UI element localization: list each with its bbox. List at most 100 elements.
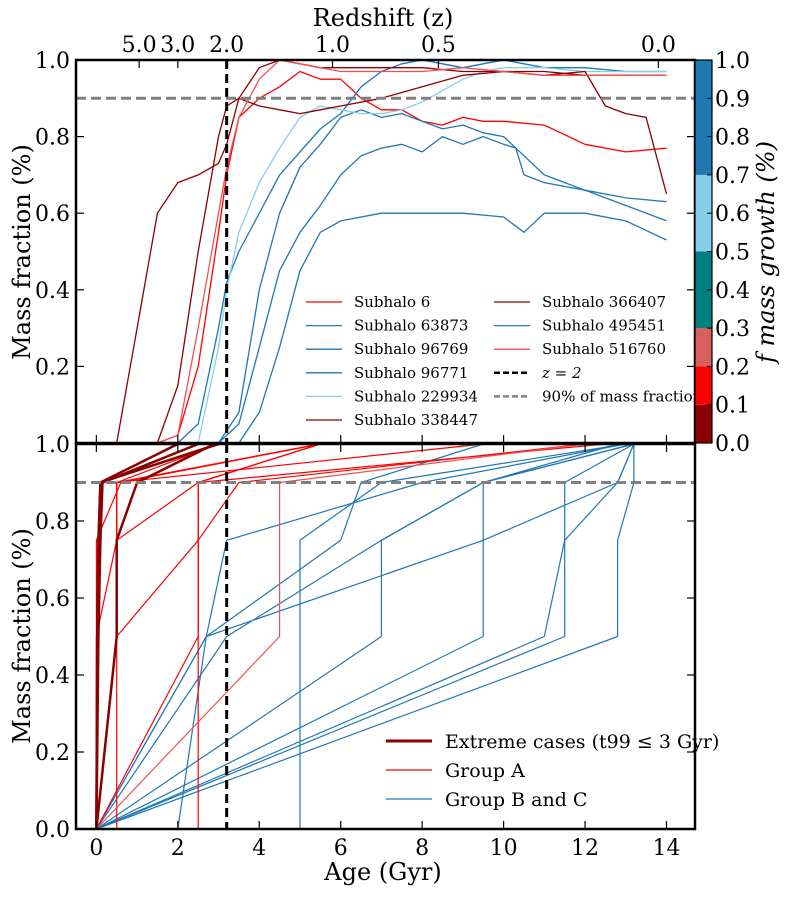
bottom-xlabel: Age (Gyr) bbox=[323, 858, 441, 886]
bottom-series-line-10 bbox=[95, 443, 606, 830]
redshift-tick-label: 5.0 bbox=[122, 33, 157, 58]
bottom-series-line-9 bbox=[116, 443, 321, 829]
redshift-tick-label: 0.0 bbox=[641, 33, 676, 58]
colorbar: 0.0 0.1 0.2 0.3 0.4 0.5 0.6 0.7 0.8 0.9 1.0 bbox=[694, 49, 750, 457]
colorbar-tick-label: 0.2 bbox=[715, 355, 750, 380]
top-legend-label: Subhalo 229934 bbox=[354, 387, 478, 405]
colorbar-band bbox=[695, 328, 712, 367]
bottom-xtick-label: 14 bbox=[652, 836, 680, 861]
top-legend-label: Subhalo 338447 bbox=[354, 411, 478, 429]
bottom-ytick-label: 1.0 bbox=[35, 433, 70, 458]
bottom-series-line-21 bbox=[299, 443, 626, 829]
redshift-tick-label: 1.0 bbox=[315, 33, 350, 58]
colorbar-tick-label: 0.7 bbox=[715, 164, 750, 189]
top-ytick-label: 1.0 bbox=[35, 49, 70, 74]
bottom-series-line-1 bbox=[95, 442, 216, 830]
colorbar-band bbox=[695, 60, 712, 175]
top-series-line-3 bbox=[217, 109, 667, 444]
bottom-series-line-19 bbox=[96, 443, 635, 830]
top-axis-title: Redshift (z) bbox=[313, 4, 454, 32]
bottom-series-line-22 bbox=[177, 443, 626, 830]
bottom-ytick-label: 0.8 bbox=[35, 510, 70, 535]
redshift-tick-label: 2.0 bbox=[209, 33, 244, 58]
colorbar-tick-label: 0.5 bbox=[715, 241, 750, 266]
top-series-line-2 bbox=[218, 135, 667, 444]
colorbar-band bbox=[695, 251, 712, 329]
bottom-ytick-label: 0.4 bbox=[35, 664, 70, 689]
bottom-ytick-label: 0.6 bbox=[35, 587, 70, 612]
colorbar-tick-label: 1.0 bbox=[715, 49, 750, 74]
bottom-xtick-label: 10 bbox=[490, 836, 518, 861]
top-legend-label: Subhalo 6 bbox=[354, 293, 430, 311]
bottom-legend-label: Group B and C bbox=[445, 789, 587, 811]
bottom-reference-lines bbox=[76, 444, 695, 829]
colorbar-tick-label: 0.1 bbox=[715, 394, 750, 419]
top-series-line-6 bbox=[116, 59, 668, 444]
bottom-xtick-label: 0 bbox=[89, 836, 103, 861]
top-series-line-5 bbox=[156, 70, 667, 444]
top-ytick-label: 0.4 bbox=[35, 279, 70, 304]
bottom-series-line-3 bbox=[95, 442, 179, 830]
bottom-panel: 0.00.20.40.60.81.00 2 4 6 8 10 12 14 Age (Gyr) … bbox=[8, 433, 719, 886]
top-ticks: 0.2 0.4 0.6 0.8 1.0 5.0 3.0 2.0 1.0 0.5 0.0 bbox=[35, 33, 695, 443]
top-panel-frame bbox=[74, 58, 697, 445]
top-legend-label: Subhalo 366407 bbox=[542, 293, 666, 311]
top-legend-label: Subhalo 495451 bbox=[542, 317, 666, 335]
top-legend-label: 90% of mass fraction bbox=[542, 387, 703, 405]
colorbar-tick-label: 0.9 bbox=[715, 87, 750, 112]
colorbar-band bbox=[695, 174, 712, 252]
bottom-legend: Extreme cases (t99 ≤ 3 Gyr) Group A Group … bbox=[386, 731, 719, 811]
redshift-tick-label: 3.0 bbox=[160, 33, 195, 58]
bottom-series-line-11 bbox=[197, 443, 586, 829]
bottom-series-line-20 bbox=[96, 444, 635, 830]
top-series-line-7 bbox=[238, 212, 667, 444]
top-ytick-label: 0.8 bbox=[35, 126, 70, 151]
top-ylabel: Mass fraction (%) bbox=[8, 144, 36, 360]
top-series-line-4 bbox=[197, 67, 667, 444]
bottom-ytick-label: 0.2 bbox=[35, 741, 70, 766]
bottom-xtick-label: 8 bbox=[415, 836, 429, 861]
top-ytick-label: 0.6 bbox=[35, 202, 70, 227]
top-legend-label: Subhalo 96771 bbox=[354, 364, 468, 382]
colorbar-band bbox=[695, 366, 712, 405]
top-legend: Subhalo 6 Subhalo 63873 Subhalo 96769 Subha… bbox=[306, 293, 703, 429]
bottom-series-line-12 bbox=[95, 443, 484, 830]
bottom-series-line-17 bbox=[96, 443, 635, 830]
bottom-xtick-label: 2 bbox=[171, 836, 185, 861]
top-series-line-8 bbox=[157, 59, 667, 444]
colorbar-tick-label: 0.3 bbox=[715, 317, 750, 342]
top-legend-label: Subhalo 516760 bbox=[542, 340, 666, 358]
redshift-tick-label: 0.5 bbox=[421, 33, 456, 58]
bottom-series-line-16 bbox=[96, 443, 635, 830]
bottom-legend-label: Extreme cases (t99 ≤ 3 Gyr) bbox=[445, 731, 719, 753]
bottom-ticks: 0.0 0.2 0.4 0.6 0.8 1.0 0 2 4 6 8 10 12 14 bbox=[35, 433, 695, 861]
bottom-xtick-label: 12 bbox=[571, 836, 599, 861]
bottom-xtick-label: 4 bbox=[252, 836, 266, 861]
bottom-legend-label: Group A bbox=[445, 760, 525, 782]
bottom-ytick-label: 0.0 bbox=[35, 818, 70, 843]
colorbar-label-text: f mass growth (%) bbox=[752, 141, 780, 365]
top-legend-label: Subhalo 63873 bbox=[354, 317, 468, 335]
bottom-series-line-7 bbox=[95, 443, 219, 830]
bottom-series-line-0 bbox=[95, 442, 219, 830]
top-series-group bbox=[116, 59, 668, 444]
bottom-series-line-14 bbox=[95, 443, 484, 830]
colorbar-label: f mass growth (%) bbox=[752, 141, 780, 365]
colorbar-band bbox=[695, 404, 712, 443]
bottom-series-line-13 bbox=[95, 443, 586, 830]
top-series-line-0 bbox=[116, 70, 667, 444]
top-legend-label: z = 2 bbox=[541, 364, 582, 382]
colorbar-tick-label: 0.4 bbox=[715, 279, 750, 304]
top-reference-lines bbox=[76, 60, 695, 443]
top-ytick-label: 0.2 bbox=[35, 355, 70, 380]
colorbar-tick-label: 0.6 bbox=[715, 202, 750, 227]
bottom-series-line-23 bbox=[95, 443, 618, 830]
bottom-panel-frame bbox=[74, 442, 697, 831]
bottom-xtick-label: 6 bbox=[334, 836, 348, 861]
bottom-series-line-15 bbox=[95, 443, 635, 830]
bottom-series-line-18 bbox=[96, 443, 635, 830]
top-panel: 0.2 0.4 0.6 0.8 1.0 5.0 3.0 2.0 1.0 0.5 0.0 Redshi… bbox=[8, 4, 703, 445]
colorbar-tick-label: 0.0 bbox=[715, 432, 750, 457]
top-series-line-1 bbox=[177, 59, 667, 444]
